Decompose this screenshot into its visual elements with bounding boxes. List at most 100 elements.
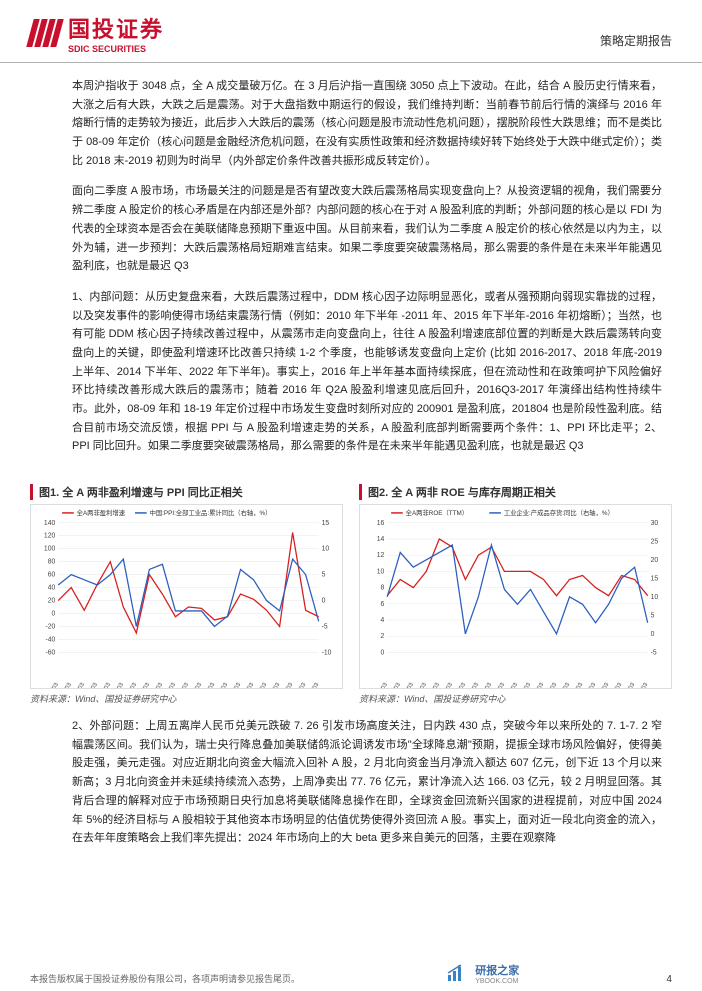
- svg-text:2003/03: 2003/03: [373, 681, 389, 688]
- svg-text:20: 20: [48, 598, 56, 605]
- svg-text:100: 100: [44, 546, 56, 553]
- svg-text:2010/03: 2010/03: [135, 681, 151, 688]
- svg-text:2011/03: 2011/03: [478, 681, 494, 688]
- svg-text:2016/03: 2016/03: [214, 681, 230, 688]
- svg-text:0: 0: [322, 598, 326, 605]
- svg-text:2022/03: 2022/03: [292, 681, 308, 688]
- svg-text:2018/03: 2018/03: [240, 681, 256, 688]
- logo-cn: 国投证券: [68, 12, 164, 44]
- svg-text:2011/03: 2011/03: [149, 681, 165, 688]
- svg-text:10: 10: [377, 568, 385, 575]
- svg-text:6: 6: [381, 601, 385, 608]
- chart-2: 0246810121416-50510152025302003/032004/0…: [359, 504, 672, 689]
- svg-text:全A两非盈利增速: 全A两非盈利增速: [77, 508, 126, 517]
- svg-text:80: 80: [48, 559, 56, 566]
- svg-text:15: 15: [322, 520, 330, 527]
- svg-text:-60: -60: [45, 649, 55, 656]
- chart-2-title: 图2. 全 A 两非 ROE 与库存周期正相关: [359, 484, 672, 500]
- svg-text:2013/03: 2013/03: [503, 681, 519, 688]
- svg-text:2005/03: 2005/03: [399, 681, 415, 688]
- svg-text:2007/03: 2007/03: [96, 681, 112, 688]
- svg-text:2004/03: 2004/03: [57, 681, 73, 688]
- svg-text:60: 60: [48, 572, 56, 579]
- logo-block: 国投证券 SDIC SECURITIES: [30, 12, 164, 54]
- svg-text:2017/03: 2017/03: [556, 681, 572, 688]
- paragraph-3: 1、内部问题：从历史复盘来看，大跌后震荡过程中，DDM 核心因子边际明显恶化，或…: [72, 288, 662, 456]
- paragraph-4: 2、外部问题：上周五离岸人民币兑美元跌破 7. 26 引发市场高度关注，日内跌 …: [72, 717, 662, 848]
- svg-text:4: 4: [381, 617, 385, 624]
- svg-text:工业企业:产成品存货:同比（右轴，%）: 工业企业:产成品存货:同比（右轴，%）: [504, 508, 614, 517]
- watermark-text: 研报之家 YBOOK.COM: [475, 962, 519, 985]
- svg-text:2007/03: 2007/03: [425, 681, 441, 688]
- svg-text:5: 5: [651, 612, 655, 619]
- svg-text:2014/03: 2014/03: [517, 681, 533, 688]
- chart-1-title: 图1. 全 A 两非盈利增速与 PPI 同比正相关: [30, 484, 343, 500]
- svg-text:-5: -5: [651, 649, 657, 656]
- body-content-2: 2、外部问题：上周五离岸人民币兑美元跌破 7. 26 引发市场高度关注，日内跌 …: [0, 709, 702, 870]
- svg-text:2012/03: 2012/03: [161, 681, 177, 688]
- svg-text:0: 0: [52, 611, 56, 618]
- svg-text:2004/03: 2004/03: [386, 681, 402, 688]
- svg-text:2021/03: 2021/03: [279, 681, 295, 688]
- svg-text:2017/03: 2017/03: [227, 681, 243, 688]
- watermark-url: YBOOK.COM: [475, 978, 519, 985]
- svg-text:2009/03: 2009/03: [122, 681, 138, 688]
- footer-disclaimer: 本报告版权属于国投证券股份有限公司，各项声明请参见报告尾页。: [30, 972, 300, 985]
- svg-text:2003/03: 2003/03: [44, 681, 60, 688]
- svg-text:30: 30: [651, 520, 659, 527]
- svg-text:-40: -40: [45, 636, 55, 643]
- svg-text:5: 5: [322, 572, 326, 579]
- report-type-label: 策略定期报告: [600, 32, 672, 49]
- svg-text:12: 12: [377, 552, 385, 559]
- logo-text: 国投证券 SDIC SECURITIES: [68, 12, 164, 54]
- svg-text:2023/03: 2023/03: [305, 681, 321, 688]
- svg-text:140: 140: [44, 520, 56, 527]
- svg-text:2010/03: 2010/03: [464, 681, 480, 688]
- svg-text:0: 0: [381, 649, 385, 656]
- svg-text:2008/03: 2008/03: [438, 681, 454, 688]
- svg-text:2014/03: 2014/03: [188, 681, 204, 688]
- page-header: 国投证券 SDIC SECURITIES 策略定期报告: [0, 0, 702, 63]
- svg-text:16: 16: [377, 520, 385, 527]
- svg-text:2016/03: 2016/03: [543, 681, 559, 688]
- page-number: 4: [666, 974, 672, 985]
- body-content: 本周沪指收于 3048 点，全 A 成交量破万亿。在 3 月后沪指一直围绕 30…: [0, 63, 702, 478]
- svg-text:14: 14: [377, 536, 385, 543]
- paragraph-1: 本周沪指收于 3048 点，全 A 成交量破万亿。在 3 月后沪指一直围绕 30…: [72, 77, 662, 170]
- svg-text:-10: -10: [322, 649, 332, 656]
- footer: 本报告版权属于国投证券股份有限公司，各项声明请参见报告尾页。 研报之家 YBOO…: [30, 962, 672, 985]
- paragraph-2: 面向二季度 A 股市场，市场最关注的问题是是否有望改变大跌后震荡格局实现变盘向上…: [72, 182, 662, 275]
- svg-text:2019/03: 2019/03: [582, 681, 598, 688]
- bars-icon: [447, 963, 469, 985]
- svg-text:-5: -5: [322, 623, 328, 630]
- chart-1-source: 资料来源：Wind、国投证券研究中心: [30, 692, 343, 705]
- svg-text:-20: -20: [45, 623, 55, 630]
- svg-text:2009/03: 2009/03: [451, 681, 467, 688]
- svg-text:40: 40: [48, 585, 56, 592]
- chart-1-block: 图1. 全 A 两非盈利增速与 PPI 同比正相关 -60 -40 -20 0 20 40…: [30, 484, 343, 705]
- svg-text:20: 20: [651, 557, 659, 564]
- svg-text:全A两非ROE（TTM）: 全A两非ROE（TTM）: [406, 508, 468, 517]
- svg-text:2013/03: 2013/03: [174, 681, 190, 688]
- chart-1: -60 -40 -20 0 20 40 60 80 100 120 140 -10 -5 0 5 10 15 20…: [30, 504, 343, 689]
- svg-text:10: 10: [322, 546, 330, 553]
- svg-text:120: 120: [44, 533, 56, 540]
- svg-text:2006/03: 2006/03: [412, 681, 428, 688]
- svg-text:2022/03: 2022/03: [621, 681, 637, 688]
- svg-text:2023/03: 2023/03: [634, 681, 650, 688]
- svg-text:10: 10: [651, 594, 659, 601]
- logo-en: SDIC SECURITIES: [68, 44, 164, 54]
- svg-text:15: 15: [651, 575, 659, 582]
- footer-watermark: 研报之家 YBOOK.COM: [447, 962, 519, 985]
- watermark-label: 研报之家: [475, 962, 519, 978]
- svg-text:2005/03: 2005/03: [70, 681, 86, 688]
- chart-2-source: 资料来源：Wind、国投证券研究中心: [359, 692, 672, 705]
- sdic-logo-icon: [30, 19, 60, 47]
- svg-text:2021/03: 2021/03: [608, 681, 624, 688]
- svg-text:2015/03: 2015/03: [530, 681, 546, 688]
- svg-text:2020/03: 2020/03: [595, 681, 611, 688]
- svg-text:2015/03: 2015/03: [201, 681, 217, 688]
- svg-text:2008/03: 2008/03: [109, 681, 125, 688]
- svg-text:中国:PPI:全部工业品:累计同比（右轴，%）: 中国:PPI:全部工业品:累计同比（右轴，%）: [150, 508, 272, 517]
- svg-text:2019/03: 2019/03: [253, 681, 269, 688]
